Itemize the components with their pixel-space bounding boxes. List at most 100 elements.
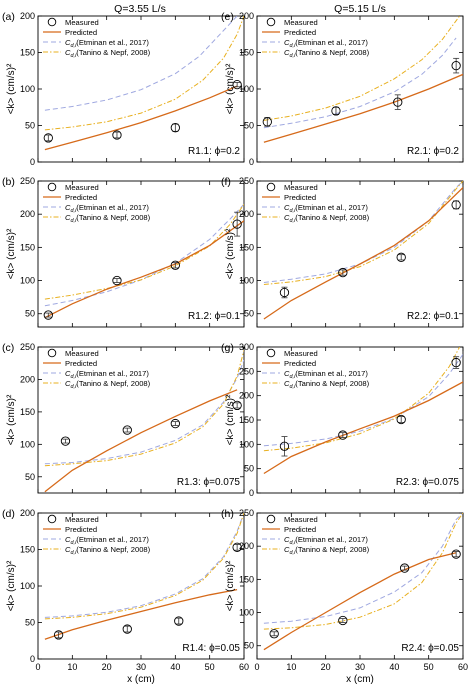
y-axis-label: <k> (cm/s)² <box>225 63 236 114</box>
y-tick-label: 200 <box>20 209 35 219</box>
y-tick-label: 200 <box>239 209 254 219</box>
measured-point <box>232 400 242 411</box>
y-tick-label: 150 <box>239 242 254 252</box>
measured-point <box>232 79 242 90</box>
y-tick-label: 100 <box>20 276 35 286</box>
legend-etminan-label: Cd,i(Etminan et al., 2017) <box>284 535 368 546</box>
legend-tanino-label: Cd,i(Tanino & Nepf, 2008) <box>65 379 151 390</box>
x-tick-label: 30 <box>136 662 146 672</box>
legend-etminan-label: Cd,i(Etminan et al., 2017) <box>65 38 149 49</box>
y-tick-label: 150 <box>20 48 35 58</box>
y-tick-label: 200 <box>20 374 35 384</box>
y-tick-label: 100 <box>239 439 254 449</box>
y-tick-label: 50 <box>25 309 35 319</box>
y-tick-label: 250 <box>239 508 254 518</box>
y-tick-label: 100 <box>20 581 35 591</box>
measured-point <box>112 130 122 140</box>
measured-point <box>279 441 290 451</box>
tanino-curve <box>263 16 461 121</box>
predicted-curve <box>44 389 238 493</box>
y-tick-label: 50 <box>25 618 35 628</box>
predicted-curve <box>263 73 463 143</box>
tanino-curve <box>44 203 244 300</box>
predicted-curve <box>263 381 463 475</box>
y-tick-label: 100 <box>239 84 254 94</box>
panel-letter: (g) <box>221 342 234 354</box>
y-tick-label: 50 <box>244 464 254 474</box>
measured-point <box>43 310 53 320</box>
panel-d: 0 10 20 30 40 50 60 0 50 100 150 200 <k> (cm/s)² (d) M… <box>2 508 249 685</box>
measured-point <box>232 542 242 552</box>
y-tick-label: 200 <box>20 11 35 21</box>
y-axis-label: <k> (cm/s)² <box>6 63 17 114</box>
legend-tanino-label: Cd,i(Tanino & Nepf, 2008) <box>284 545 370 556</box>
y-tick-label: 0 <box>30 654 35 664</box>
panel-g: 0 50 100 150 200 250 300 <k> (cm/s)² (g) Measured… <box>221 342 464 498</box>
measured-point <box>269 629 279 639</box>
legend-etminan-label: Cd,i(Etminan et al., 2017) <box>284 369 368 380</box>
panel-b: 50 100 150 200 250 <k> (cm/s)² (b) MeasuredPred… <box>2 176 245 328</box>
y-tick-label: 150 <box>239 48 254 58</box>
measured-point <box>60 436 71 446</box>
measured-point <box>232 219 242 229</box>
panel-letter: (h) <box>221 508 234 520</box>
legend-predicted-label: Predicted <box>65 359 97 368</box>
measured-point <box>170 123 180 133</box>
x-tick-label: 60 <box>458 662 468 672</box>
panel-h: 0 10 20 30 40 50 60 50 100 150 200 250 <k> (cm/s)² (h… <box>221 508 468 685</box>
measured-point <box>262 117 272 127</box>
column-title-right: Q=5.15 L/s <box>334 3 386 15</box>
y-tick-label: 100 <box>239 608 254 618</box>
legend-predicted-label: Predicted <box>65 28 97 37</box>
y-tick-label: 200 <box>20 508 35 518</box>
etminan-curve <box>263 354 463 447</box>
run-label: R2.3: ϕ=0.075 <box>396 477 460 488</box>
tanino-curve <box>44 513 244 620</box>
legend-measured-symbol <box>47 182 57 192</box>
legend-measured-symbol <box>266 182 276 192</box>
legend-measured-symbol <box>47 348 57 358</box>
y-tick-label: 100 <box>20 84 35 94</box>
panel-letter: (b) <box>2 176 15 188</box>
legend-etminan-label: Cd,i(Etminan et al., 2017) <box>65 535 149 546</box>
measured-point <box>338 267 348 278</box>
run-label: R1.2: ϕ=0.1 <box>188 311 240 322</box>
run-label: R1.4: ϕ=0.05 <box>182 643 240 654</box>
run-label: R2.4: ϕ=0.05 <box>401 643 459 654</box>
y-tick-label: 50 <box>25 472 35 482</box>
legend-measured-symbol <box>47 17 57 27</box>
legend-etminan-label: Cd,i(Etminan et al., 2017) <box>65 203 149 214</box>
measured-point <box>170 260 180 270</box>
measured-point <box>174 616 184 626</box>
etminan-curve <box>263 181 463 283</box>
legend-measured-symbol <box>266 514 276 524</box>
tanino-curve <box>263 347 461 452</box>
panel-c: 50 100 150 200 250 <k> (cm/s)² (c) MeasuredPred… <box>2 342 245 494</box>
run-label: R2.2: ϕ=0.1 <box>407 311 459 322</box>
tanino-curve <box>263 181 463 285</box>
x-tick-label: 0 <box>254 662 259 672</box>
measured-point <box>338 615 348 626</box>
panel-letter: (f) <box>221 176 231 188</box>
run-label: R1.3: ϕ=0.075 <box>177 477 241 488</box>
tanino-curve <box>263 513 463 630</box>
panel-letter: (d) <box>2 508 15 520</box>
predicted-curve <box>44 220 244 319</box>
legend-tanino-label: Cd,i(Tanino & Nepf, 2008) <box>65 48 151 59</box>
y-tick-label: 200 <box>239 391 254 401</box>
y-tick-label: 100 <box>239 276 254 286</box>
y-tick-label: 200 <box>239 11 254 21</box>
run-label: R1.1: ϕ=0.2 <box>188 146 240 157</box>
etminan-curve <box>44 203 244 307</box>
y-axis-label: <k> (cm/s)² <box>225 394 236 445</box>
panel-f: 50 100 150 200 250 <k> (cm/s)² (f) MeasuredPred… <box>221 176 464 328</box>
legend-measured-label: Measured <box>284 515 318 524</box>
legend-measured-label: Measured <box>284 349 318 358</box>
x-tick-label: 0 <box>35 662 40 672</box>
legend-tanino-label: Cd,i(Tanino & Nepf, 2008) <box>284 213 370 224</box>
measured-point <box>331 106 341 116</box>
measured-point <box>451 549 461 559</box>
measured-point <box>122 425 132 435</box>
